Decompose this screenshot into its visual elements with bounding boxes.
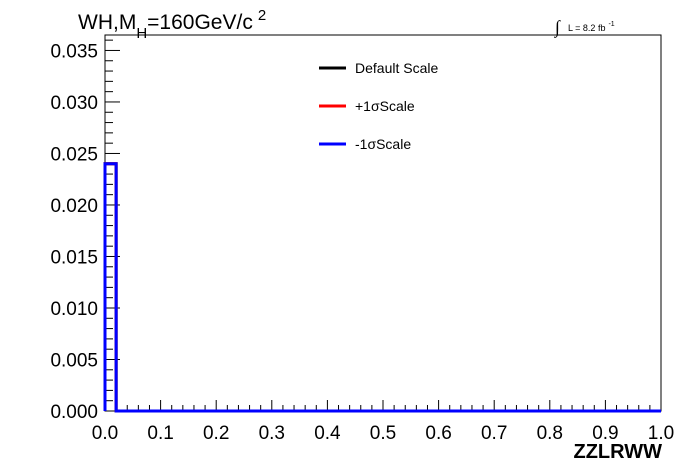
x-tick-label: 0.8 <box>537 423 563 444</box>
series-layer <box>103 162 661 413</box>
y-axis: 0.000 0.005 0.010 0.015 0.020 0.025 0.030 0.035 <box>50 39 120 423</box>
x-tick-label: 0.2 <box>203 423 229 444</box>
x-tick-label: 0.5 <box>370 423 396 444</box>
x-tick-label: 0.1 <box>147 423 173 444</box>
x-tick-label: 1.0 <box>648 423 674 444</box>
legend-label-default-scale: Default Scale <box>355 60 438 76</box>
series-line--1-scale <box>103 162 661 413</box>
legend-label--1-scale: -1σScale <box>355 136 411 152</box>
y-tick-label: 0.035 <box>50 41 98 62</box>
luminosity-label: L = 8.2 fb -1 <box>568 21 615 33</box>
plot-frame <box>104 34 662 412</box>
y-tick-label: 0.000 <box>50 402 98 423</box>
x-tick-label: 0.9 <box>592 423 618 444</box>
x-axis-title: ZZLRWW <box>574 441 663 463</box>
y-tick-label: 0.005 <box>50 350 98 371</box>
integral-symbol: ∫ <box>554 17 561 38</box>
x-tick-label: 0.0 <box>92 423 118 444</box>
legend-label--1-scale: +1σScale <box>355 98 415 114</box>
chart-title: WH,MH=160GeV/c 2 <box>78 7 266 42</box>
y-tick-label: 0.020 <box>50 196 98 217</box>
series-line-default-scale <box>103 162 661 413</box>
series-line--1-scale <box>103 162 661 413</box>
y-tick-label: 0.015 <box>50 247 98 268</box>
x-axis: 0.0 0.1 0.2 0.3 0.4 0.5 0.6 0.7 0.8 0.9 1.0 <box>92 400 674 444</box>
y-tick-label: 0.010 <box>50 299 98 320</box>
y-tick-label: 0.025 <box>50 144 98 165</box>
legend: Default Scale +1σScale -1σScale <box>319 60 438 152</box>
x-tick-label: 0.3 <box>259 423 285 444</box>
x-tick-label: 0.4 <box>314 423 341 444</box>
x-tick-label: 0.7 <box>481 423 507 444</box>
y-tick-label: 0.030 <box>50 93 98 114</box>
x-tick-label: 0.6 <box>425 423 451 444</box>
